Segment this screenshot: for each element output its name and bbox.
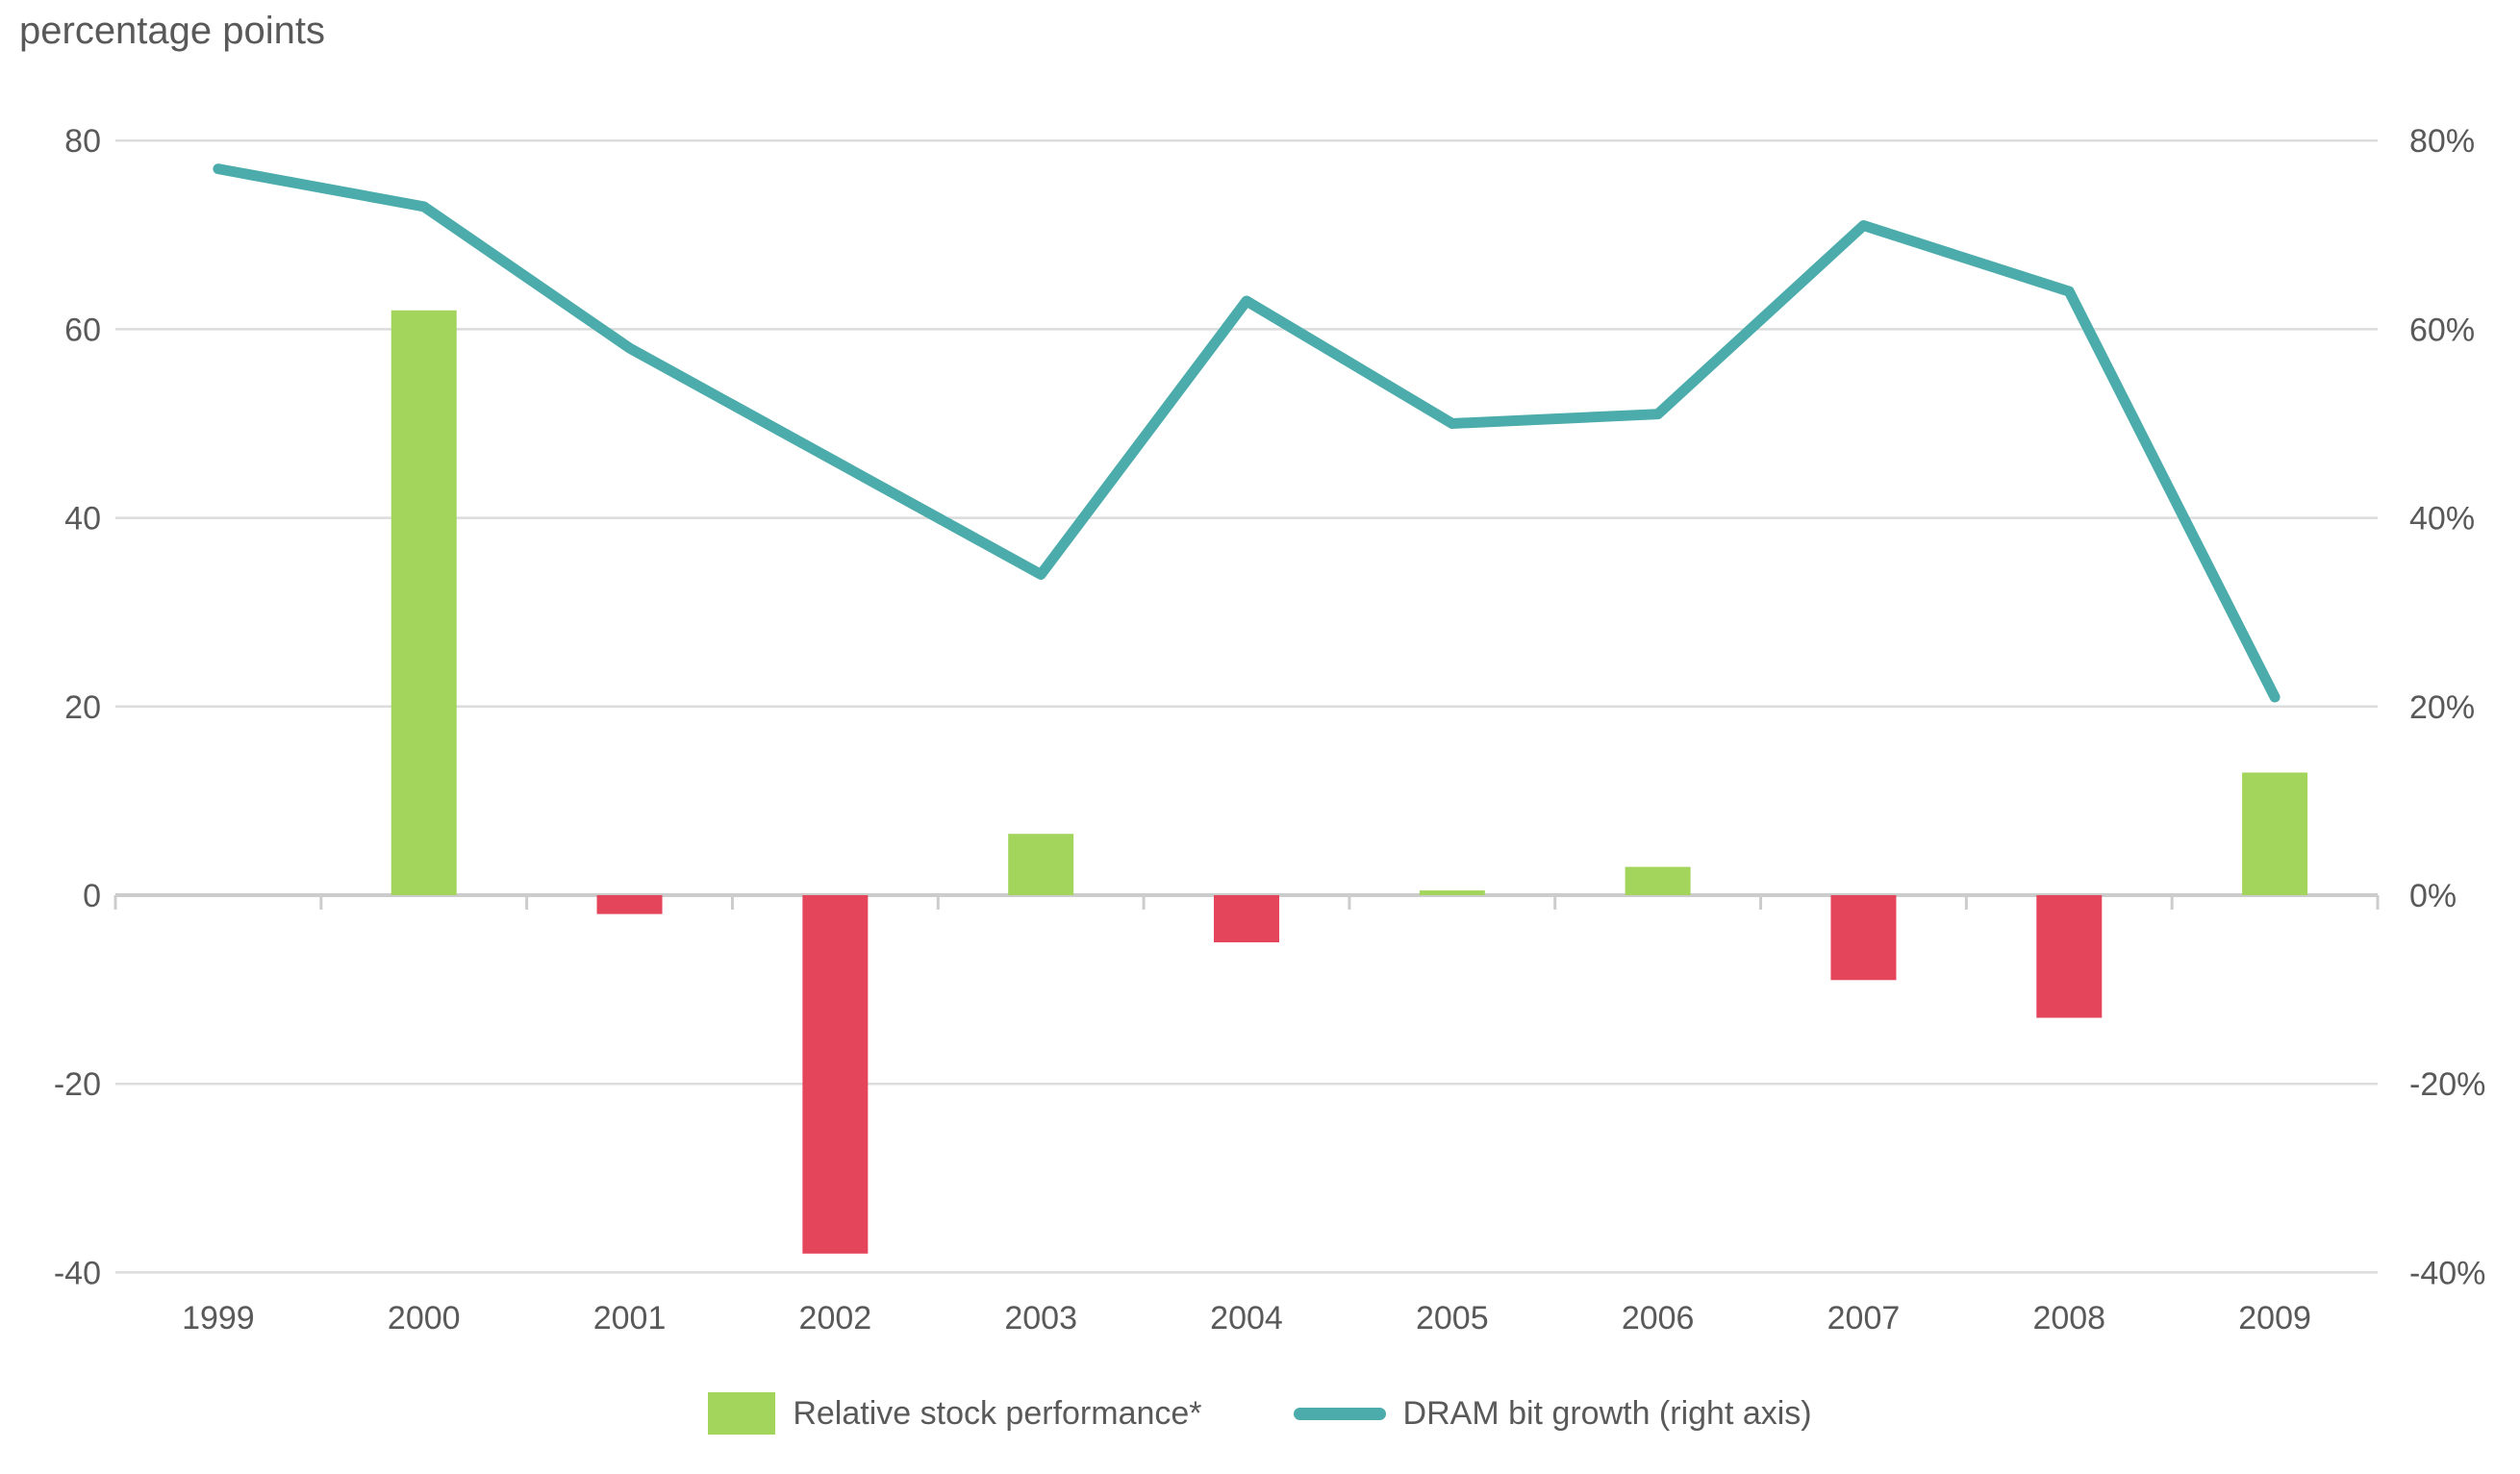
right-axis-tick-label: 60% [2409,312,2475,348]
right-axis-tick-label: 40% [2409,501,2475,537]
x-axis-label: 2001 [593,1300,667,1337]
bar-2009 [2242,772,2308,895]
bar-2003 [1008,834,1074,895]
bar-2008 [2036,895,2103,1018]
left-axis-title: percentage points [19,10,326,52]
bar-2000 [391,310,457,895]
right-axis-tick-label: 0% [2409,878,2457,914]
bar-2004 [1214,895,1279,943]
bar-2001 [596,895,663,914]
right-axis-tick-label: -40% [2409,1255,2485,1291]
x-axis-label: 2007 [1827,1300,1901,1337]
left-axis-tick-label: 80 [64,123,101,160]
left-axis-tick-label: 40 [64,501,101,537]
legend-line-label: DRAM bit growth (right axis) [1402,1394,1812,1432]
x-axis-label: 2005 [1416,1300,1489,1337]
bar-2007 [1830,895,1897,981]
x-axis-label: 2003 [1004,1300,1077,1337]
bar-2002 [802,895,869,1254]
bar-series-swatch [708,1392,776,1435]
legend-item-line: DRAM bit growth (right axis) [1293,1394,1812,1433]
bar-2006 [1625,866,1691,895]
dram-bit-growth-line [213,163,2281,703]
legend-item-bars: Relative stock performance* [708,1392,1202,1435]
legend-bar-label: Relative stock performance* [793,1394,1202,1432]
left-axis-tick-label: -20 [54,1066,101,1103]
line-series-swatch [1293,1407,1386,1420]
x-axis-label: 2009 [2238,1300,2311,1337]
x-axis-label: 2008 [2032,1300,2105,1337]
right-axis-tick-label: -20% [2409,1066,2485,1103]
x-axis-label: 2000 [388,1300,461,1337]
x-axis-label: 2006 [1622,1300,1695,1337]
left-axis-tick-label: -40 [54,1255,101,1291]
left-axis-tick-label: 20 [64,689,101,726]
left-axis-tick-label: 60 [64,312,101,348]
right-axis-tick-label: 20% [2409,689,2475,726]
x-axis-label: 2002 [799,1300,872,1337]
right-axis-tick-label: 80% [2409,123,2475,160]
x-axis-label: 1999 [182,1300,255,1337]
bar-2005 [1419,890,1485,895]
left-axis-tick-label: 0 [83,878,101,914]
x-axis-label: 2004 [1210,1300,1283,1337]
legend: Relative stock performance* DRAM bit gro… [0,1392,2520,1435]
